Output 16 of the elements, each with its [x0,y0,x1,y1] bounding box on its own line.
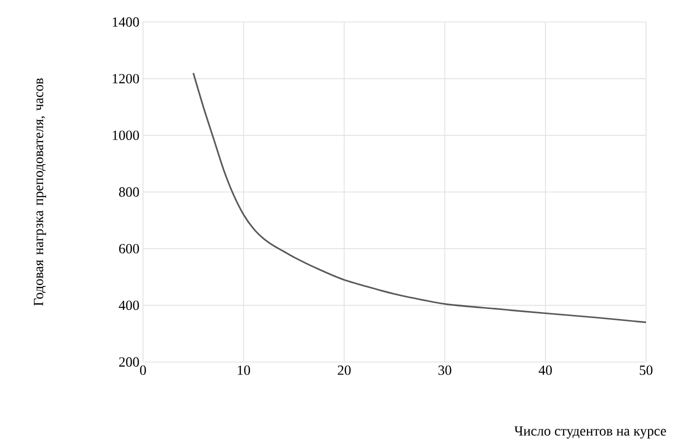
y-tick-label: 800 [119,187,139,197]
x-tick-label: 0 [140,366,146,375]
y-tick-label: 200 [119,357,139,367]
x-tick-label: 10 [238,366,250,375]
y-tick-label: 1000 [112,130,139,140]
y-tick-label: 600 [119,244,139,254]
y-tick-label: 1200 [112,74,139,84]
x-tick-label: 40 [538,366,552,375]
y-tick-label: 1400 [112,17,139,27]
y-axis-title: Годовая нагрзка преподователя, часов [34,78,46,306]
x-tick-label: 20 [338,366,351,375]
x-axis-title: Число студентов на курсе [514,426,666,438]
x-tick-label: 50 [640,366,652,375]
x-tick-label: 30 [438,366,452,375]
line-series [192,72,646,324]
y-tick-label: 400 [118,300,139,310]
